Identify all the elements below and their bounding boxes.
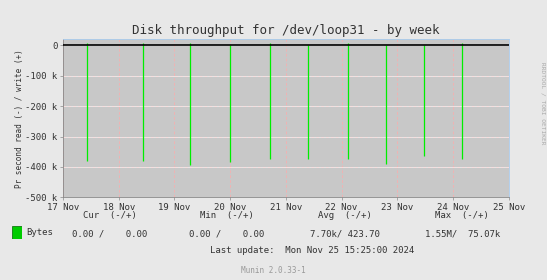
Text: Munin 2.0.33-1: Munin 2.0.33-1 bbox=[241, 266, 306, 275]
Text: Min  (-/+): Min (-/+) bbox=[200, 211, 254, 220]
Text: 1.55M/  75.07k: 1.55M/ 75.07k bbox=[424, 230, 500, 239]
Text: Max  (-/+): Max (-/+) bbox=[435, 211, 489, 220]
Text: 0.00 /    0.00: 0.00 / 0.00 bbox=[189, 230, 265, 239]
Y-axis label: Pr second read (-) / write (+): Pr second read (-) / write (+) bbox=[15, 49, 24, 188]
Text: 7.70k/ 423.70: 7.70k/ 423.70 bbox=[310, 230, 380, 239]
Text: Bytes: Bytes bbox=[26, 228, 53, 237]
Title: Disk throughput for /dev/loop31 - by week: Disk throughput for /dev/loop31 - by wee… bbox=[132, 24, 440, 37]
Text: Last update:  Mon Nov 25 15:25:00 2024: Last update: Mon Nov 25 15:25:00 2024 bbox=[210, 246, 414, 255]
Text: 0.00 /    0.00: 0.00 / 0.00 bbox=[72, 230, 147, 239]
Text: Avg  (-/+): Avg (-/+) bbox=[318, 211, 371, 220]
Text: Cur  (-/+): Cur (-/+) bbox=[83, 211, 136, 220]
Text: RRDTOOL / TOBI OETIKER: RRDTOOL / TOBI OETIKER bbox=[540, 62, 546, 144]
